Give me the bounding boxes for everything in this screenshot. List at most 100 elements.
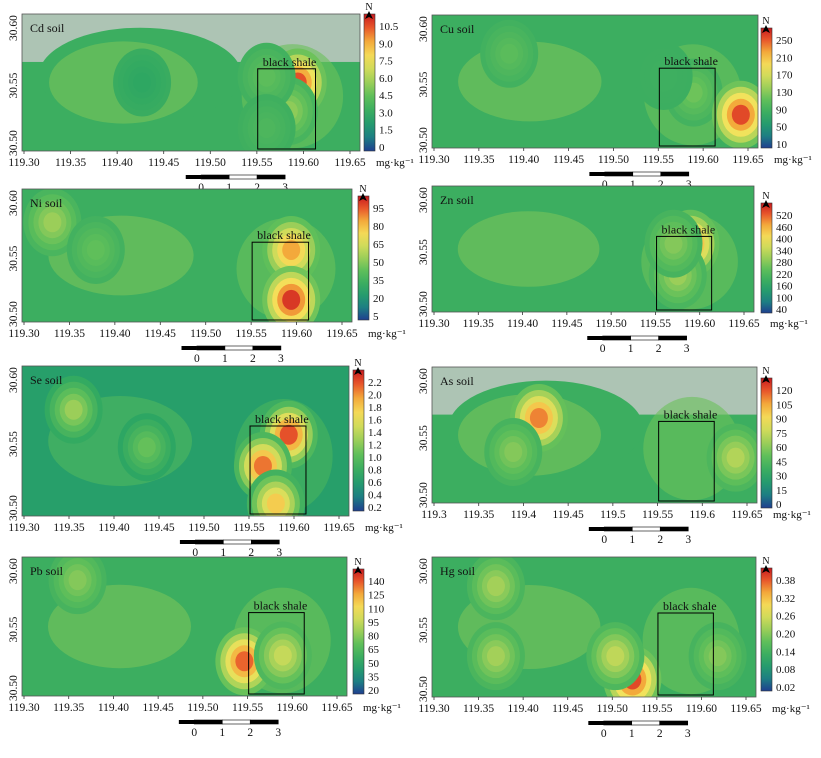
panel-frame (431, 14, 759, 149)
colorbar-label: 30 (776, 471, 788, 483)
hotspot-1 (273, 645, 292, 666)
colorbar-label: 0.2 (368, 502, 382, 514)
unit-label: mg·kg⁻¹ (772, 703, 810, 715)
scale-bar-segment (630, 335, 659, 341)
x-tick-label: 119.50 (598, 154, 629, 166)
scale-bar-segment (658, 335, 687, 341)
scale-bar-label: 3 (685, 728, 691, 740)
hotspot-0 (529, 408, 548, 428)
x-tick-label: 119.60 (278, 522, 309, 534)
map-area (432, 367, 757, 503)
scale-bar-segment (604, 171, 634, 177)
hotspot-2 (500, 43, 519, 64)
scale-bar-label: 3 (275, 727, 281, 739)
colorbar-label: 250 (776, 35, 793, 47)
x-tick-label: 119.50 (190, 328, 221, 340)
scale-bar-label: 2 (254, 182, 260, 194)
panel-title: Ni soil (30, 196, 63, 210)
colorbar (357, 195, 370, 321)
scale-bar-segment (178, 720, 195, 724)
north-arrow-icon (762, 200, 770, 208)
colorbar (363, 13, 376, 152)
colorbar (760, 567, 773, 692)
colorbar-label: 110 (368, 603, 385, 615)
y-tick-label: 30.50 (418, 482, 430, 508)
colorbar (760, 202, 773, 314)
x-tick-label: 119.30 (8, 702, 39, 714)
colorbar-label: 1.0 (368, 452, 382, 464)
hotspot-4 (137, 437, 156, 458)
y-tick-label: 30.60 (8, 367, 20, 393)
colorbar-label: 0 (379, 142, 385, 154)
scale-bar-label: 0 (601, 728, 607, 740)
hotspot-2 (664, 233, 683, 254)
hotspot-3 (86, 239, 105, 260)
unit-label: mg·kg⁻¹ (368, 328, 406, 340)
x-tick-label: 119.65 (334, 157, 365, 169)
x-tick-label: 119.35 (463, 318, 494, 330)
scale-bar-segment (588, 527, 605, 531)
y-tick-label: 30.55 (8, 245, 20, 271)
panel-frame (21, 556, 348, 697)
x-tick-label: 119.50 (195, 157, 226, 169)
map-area (432, 15, 758, 148)
colorbar-label: 0.8 (368, 465, 382, 477)
y-tick-label: 30.60 (418, 368, 430, 394)
north-label: N (365, 2, 372, 13)
scale-bar-segment (631, 720, 661, 726)
colorbar-label: 520 (776, 210, 793, 222)
scale-bar-label: 2 (658, 179, 664, 191)
x-tick-label: 119.65 (731, 509, 762, 521)
x-tick-label: 119.40 (508, 703, 539, 715)
colorbar-label: 0.4 (368, 490, 382, 502)
scale-bar-label: 0 (198, 182, 204, 194)
unit-label: mg·kg⁻¹ (770, 318, 808, 330)
colorbar-label: 140 (368, 576, 385, 588)
scale-bar-label: 3 (276, 547, 282, 559)
panel-title: Cd soil (30, 21, 65, 35)
black-shale-label: black shale (257, 228, 311, 242)
x-tick-label: 119.65 (732, 154, 763, 166)
y-tick-label: 30.50 (8, 675, 20, 701)
scale-bar-segment (221, 719, 251, 725)
hotspot-3 (606, 646, 625, 667)
hotspot-0 (235, 651, 254, 672)
x-tick-label: 119.45 (552, 703, 583, 715)
black-shale-box (657, 612, 714, 696)
scale-bar-label: 3 (282, 182, 288, 194)
scale-bar-label: 1 (219, 727, 225, 739)
panel-hg-soil: Hg soil black shale 119.30 119.35 119.40 119.… (418, 556, 810, 740)
x-tick-label: 119.60 (684, 318, 715, 330)
scale-bar-label: 2 (247, 727, 253, 739)
colorbar-label: 95 (368, 617, 380, 629)
x-tick-label: 119.6 (690, 509, 716, 521)
x-tick-label: 119.40 (508, 154, 539, 166)
colorbar-label: 0.6 (368, 477, 382, 489)
panel-title: Cu soil (440, 22, 475, 36)
scale-bar-label: 3 (278, 353, 284, 365)
hotspot-2 (43, 212, 62, 233)
colorbar-label: 5 (373, 311, 379, 323)
colorbar-label: 3.0 (379, 107, 393, 119)
colorbar-label: 50 (373, 257, 385, 269)
x-tick-label: 119.35 (53, 522, 84, 534)
panel-frame (21, 188, 353, 323)
scale-bar-label: 3 (685, 534, 691, 546)
colorbar (760, 27, 773, 149)
colorbar-label: 280 (776, 257, 793, 269)
hotspot-1 (486, 576, 505, 597)
colorbar-label: 60 (776, 442, 788, 454)
x-tick-label: 119.65 (323, 522, 354, 534)
panel-frame (431, 185, 755, 313)
scale-bar-label: 0 (194, 353, 200, 365)
colorbar-label: 340 (776, 245, 793, 257)
colorbar-label: 0.02 (776, 682, 795, 694)
colorbar-label: 9.0 (379, 38, 393, 50)
hotspot-1 (282, 289, 301, 310)
x-tick-label: 119.60 (688, 154, 719, 166)
y-tick-label: 30.60 (418, 16, 430, 42)
panel-se-soil: Se soil black shale 119.30 119.35 119.40 119.… (8, 358, 403, 559)
scale-bar-label: 0 (192, 547, 198, 559)
colorbar-label: 65 (368, 644, 380, 656)
